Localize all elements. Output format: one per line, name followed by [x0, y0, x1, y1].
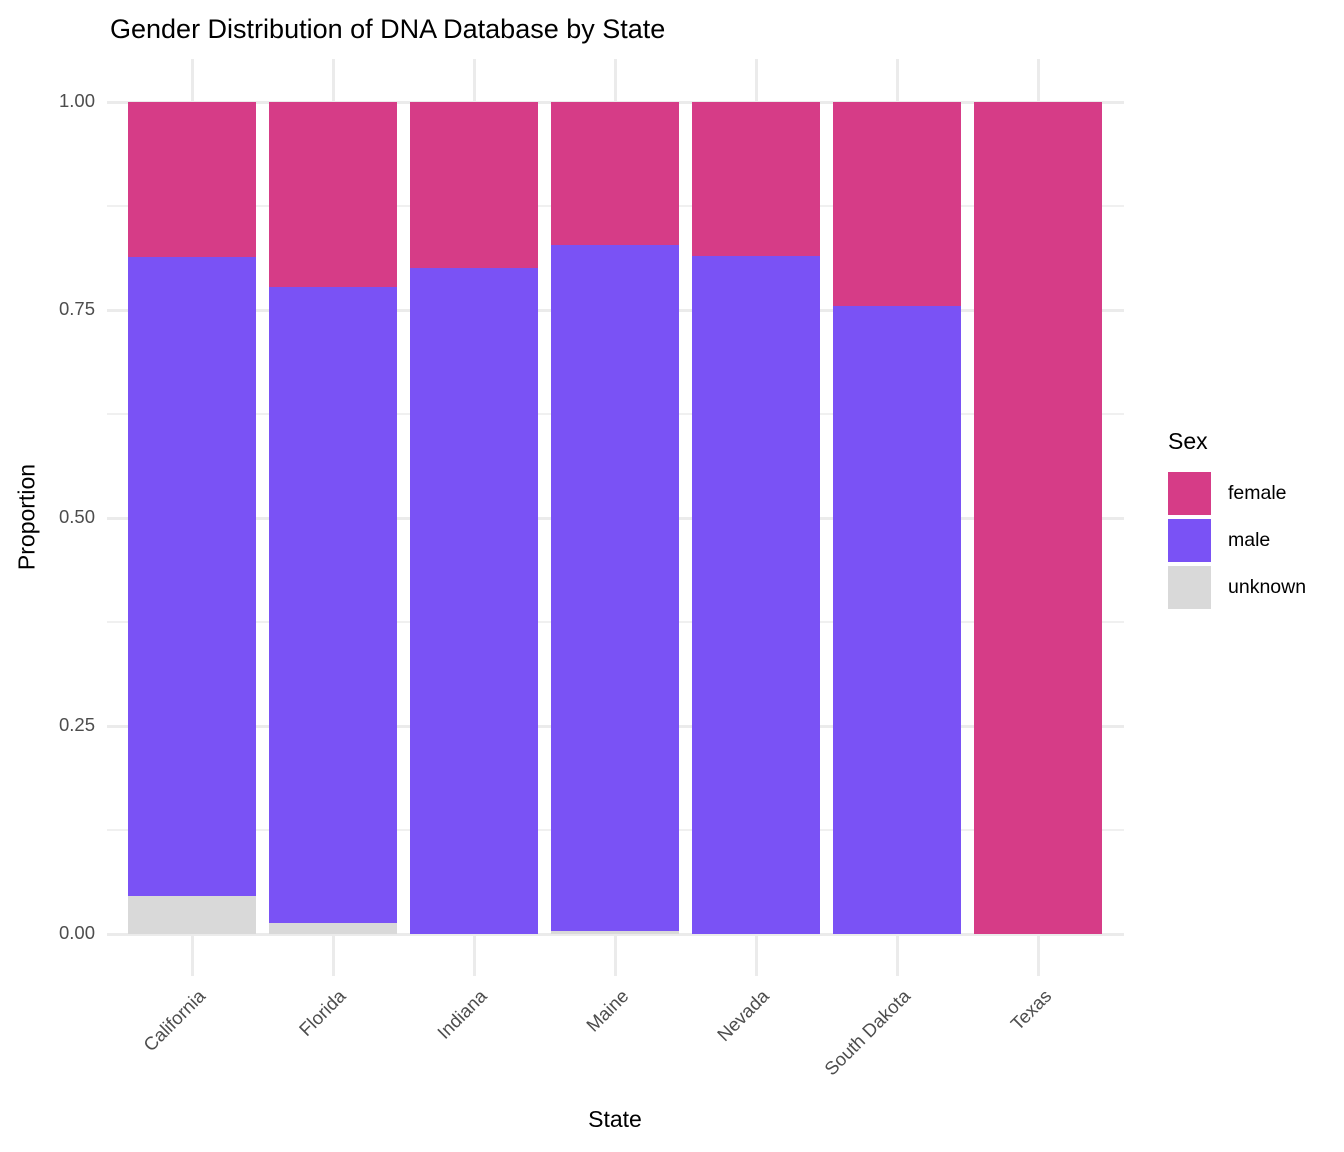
legend-items: female male unknown [1168, 472, 1306, 609]
bar-segment-south-dakota-male [833, 305, 961, 934]
bar-segment-florida-male [269, 286, 397, 924]
y-tick-label: 0.50 [58, 506, 95, 527]
legend-item-unknown: unknown [1168, 566, 1306, 609]
bar-segment-south-dakota-female [833, 102, 961, 306]
bar-segment-texas-female [974, 102, 1102, 934]
legend-item-female: female [1168, 472, 1306, 515]
legend: Sex female male unknown [1168, 428, 1306, 609]
bar-segment-florida-unknown [269, 923, 397, 934]
bar-segment-maine-male [551, 245, 679, 931]
plot-panel [107, 59, 1124, 976]
y-tick-label: 1.00 [58, 90, 95, 111]
legend-key-male [1168, 519, 1211, 562]
bar-segment-nevada-male [692, 255, 820, 934]
x-tick-label: South Dakota [819, 985, 915, 1080]
legend-key-unknown [1168, 566, 1211, 609]
y-tick-label: 0.00 [58, 922, 95, 943]
legend-key-female [1168, 472, 1211, 515]
bar-segment-maine-female [551, 102, 679, 246]
bar-segment-florida-female [269, 102, 397, 287]
x-tick-label: Texas [1006, 985, 1056, 1035]
chart-title: Gender Distribution of DNA Database by S… [110, 14, 666, 44]
bar-segment-indiana-female [410, 102, 538, 269]
y-axis-title: Proportion [13, 463, 40, 571]
legend-label-unknown: unknown [1228, 576, 1307, 598]
y-tick-label: 0.25 [58, 714, 95, 735]
bar-segment-california-male [128, 256, 256, 896]
x-tick-label: Florida [295, 985, 351, 1041]
x-tick-label: Indiana [433, 985, 492, 1043]
legend-item-male: male [1168, 519, 1306, 562]
x-tick-label: Nevada [713, 985, 774, 1046]
y-tick-label: 0.75 [58, 298, 95, 319]
legend-title: Sex [1168, 428, 1208, 454]
x-tick-label: California [138, 985, 210, 1056]
bar-segment-california-female [128, 102, 256, 257]
legend-label-male: male [1228, 529, 1271, 551]
legend-label-female: female [1228, 482, 1287, 504]
bar-segment-nevada-female [692, 102, 820, 256]
x-axis-title: State [588, 1106, 642, 1132]
bar-segment-california-unknown [128, 895, 256, 934]
x-tick-label: Maine [581, 985, 633, 1036]
bar-segment-maine-unknown [551, 930, 679, 934]
bar-segment-indiana-male [410, 268, 538, 934]
